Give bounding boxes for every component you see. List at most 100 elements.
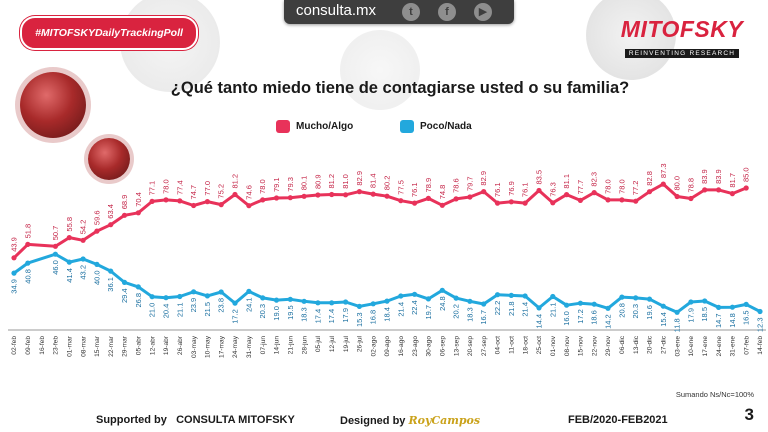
data-label: 82.8 [645,171,654,186]
data-point [494,292,501,298]
data-label: 16.7 [479,310,488,325]
data-label: 76.9 [507,181,516,196]
x-tick-label: 27-sep [481,336,488,356]
youtube-icon[interactable]: ▶ [474,3,492,21]
data-label: 17.9 [341,308,350,323]
data-label: 78.9 [424,178,433,193]
data-label: 36.1 [106,277,115,292]
data-point [52,243,59,249]
x-tick-label: 08-nov [564,335,571,356]
data-point [80,256,86,262]
chart-note: Sumando Ns/Nc=100% [675,390,754,399]
facebook-icon[interactable]: f [438,3,456,21]
x-tick-label: 16-feb [39,336,46,355]
data-label: 80.9 [313,174,322,189]
data-point [121,279,128,285]
data-label: 34.9 [10,279,19,294]
data-label: 22.4 [410,300,419,315]
data-point [191,202,197,209]
data-point [52,251,59,257]
data-point [108,268,114,274]
data-label: 83.9 [714,169,723,184]
data-point [564,192,570,198]
data-label: 19.5 [286,305,295,320]
x-tick-label: 30-ago [426,336,433,357]
data-label: 46.0 [51,260,60,275]
x-tick-label: 05-abr [136,335,143,355]
data-label: 76.1 [493,182,502,197]
x-tick-label: 03-ene [674,336,681,357]
x-tick-label: 20-sep [467,336,474,356]
data-label: 74.8 [438,185,447,200]
data-point [439,202,445,208]
x-tick-label: 13-dic [633,335,640,354]
data-point [246,288,252,294]
data-label: 74.7 [189,185,198,200]
data-point [149,198,155,204]
x-tick-label: 09-ago [384,336,391,357]
data-label: 77.4 [175,180,184,195]
data-point [619,197,625,203]
site-link[interactable]: consulta.mx [296,2,377,19]
data-point [163,295,169,301]
footer-period: FEB/2020-FEB2021 [568,414,668,426]
data-point [550,293,556,300]
data-label: 11.8 [673,318,682,332]
x-tick-label: 19-abr [163,335,170,355]
data-label: 83.5 [535,170,544,185]
legend-label-mucho: Mucho/Algo [296,121,354,132]
data-label: 85.0 [742,167,751,182]
footer-supported: Supported by CONSULTA MITOFSKY [96,414,295,426]
data-point [384,193,390,199]
data-label: 24.8 [438,296,447,311]
data-label: 77.5 [396,180,405,195]
data-point [315,192,321,198]
data-point [398,198,404,204]
data-label: 55.8 [65,217,74,232]
data-point [536,305,542,311]
x-tick-label: 25-oct [536,336,543,354]
data-point [550,200,556,206]
twitter-icon[interactable]: t [402,3,420,21]
data-label: 81.2 [231,174,240,189]
data-point [218,202,224,208]
data-point [301,193,307,199]
data-label: 20.2 [452,304,461,319]
data-point [232,191,238,198]
brand-name: MITOFSKY [620,16,744,42]
legend-mucho: Mucho/Algo [276,120,353,134]
data-point [287,195,293,201]
data-point [370,301,376,307]
data-label: 87.3 [659,163,668,178]
data-point [273,195,280,201]
data-label: 77.2 [631,181,640,196]
x-tick-label: 21-jun [288,336,295,355]
x-tick-label: 06-sep [440,336,447,356]
x-tick-label: 16-ago [398,336,405,357]
data-label: 78.8 [686,178,695,193]
data-label: 79.7 [465,176,474,191]
data-label: 63.4 [106,204,115,219]
x-tick-label: 17-may [218,335,225,358]
virus-illustration [88,138,130,180]
data-point [536,187,542,194]
data-label: 82.9 [355,171,364,186]
data-point [481,301,487,307]
x-tick-label: 05-jul [315,335,322,352]
data-point [605,197,611,203]
data-label: 17.2 [231,309,240,324]
data-point [11,270,17,276]
data-point [660,303,666,309]
legend-label-poco: Poco/Nada [420,121,472,132]
data-label: 82.3 [590,172,599,187]
x-tick-label: 14-feb [757,336,764,355]
data-point [356,303,362,309]
data-point [522,293,528,299]
data-point [149,294,155,300]
data-label: 70.4 [134,192,143,207]
data-point [108,222,114,228]
data-label: 77.0 [203,181,212,196]
footer-designed: Designed by RoyCampos [340,414,480,427]
data-point [25,260,31,266]
